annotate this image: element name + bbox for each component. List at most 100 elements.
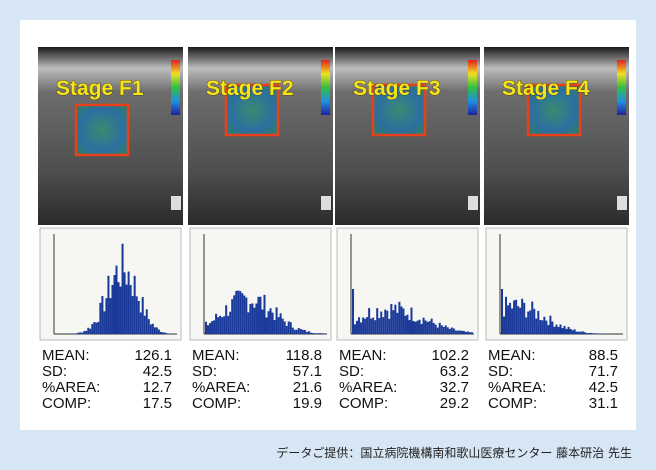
histogram-bar <box>442 326 445 334</box>
histogram-bar <box>209 323 212 334</box>
histogram-bar <box>543 316 546 334</box>
histogram-bar <box>432 322 435 334</box>
stat-label: MEAN: <box>192 347 240 364</box>
stage-label: Stage F2 <box>206 77 294 100</box>
stat-label: SD: <box>488 363 513 380</box>
histogram-bar <box>267 311 270 334</box>
histogram-bar <box>87 327 90 334</box>
histogram-bar <box>438 322 441 334</box>
stat-value: 71.7 <box>589 363 618 380</box>
histogram-bar <box>153 327 156 334</box>
histogram-bar <box>509 302 512 334</box>
histogram-bar <box>101 296 104 334</box>
histogram-bar <box>364 318 367 334</box>
histogram-bar <box>289 322 292 334</box>
histogram-bar <box>404 315 407 334</box>
histogram-bar <box>81 332 84 334</box>
histogram-bar <box>219 315 222 334</box>
histogram-bar <box>93 322 96 334</box>
histogram-bar <box>462 330 465 334</box>
stat-value: 29.2 <box>440 395 469 412</box>
histogram-bar <box>277 317 280 334</box>
histogram-bar <box>398 301 401 334</box>
stat-value: 12.7 <box>143 379 172 396</box>
histogram-bar <box>466 331 469 334</box>
histogram-bar <box>151 323 154 334</box>
histogram-bar <box>291 327 294 334</box>
histogram-bar <box>269 308 272 334</box>
histogram-bar <box>559 324 562 334</box>
stat-label: MEAN: <box>488 347 536 364</box>
histogram-bar <box>529 310 532 334</box>
histogram-bar <box>77 332 80 334</box>
histogram-bar <box>539 319 542 334</box>
histogram-bar <box>95 322 98 334</box>
histogram-bar <box>301 329 304 334</box>
histogram-bar <box>569 328 572 334</box>
histogram-bar <box>513 300 516 334</box>
histogram-bar <box>229 311 232 334</box>
histogram-bar <box>531 301 534 334</box>
histogram-bar <box>412 321 415 334</box>
histogram-bar <box>275 307 278 334</box>
stat-label: COMP: <box>339 395 388 412</box>
histogram-bar <box>83 331 86 334</box>
histogram-bar <box>119 286 122 334</box>
histogram-bar <box>400 306 403 334</box>
histogram-bar <box>571 330 574 334</box>
histogram-bar <box>420 324 423 334</box>
histogram-bar <box>163 332 166 334</box>
histogram-bar <box>321 333 324 334</box>
histogram-bar <box>567 326 570 334</box>
histogram-bar <box>253 307 256 334</box>
stat-label: COMP: <box>488 395 537 412</box>
histogram-bar <box>135 296 138 334</box>
histogram-bar <box>577 331 580 334</box>
histogram-bar <box>358 317 361 334</box>
histogram-bar <box>283 321 286 334</box>
histogram-bar <box>360 322 363 334</box>
histogram-bar <box>575 331 578 334</box>
histogram-bar <box>131 296 134 334</box>
histogram-bar <box>555 324 558 334</box>
histogram-bar <box>287 321 290 334</box>
histogram-bar <box>241 293 244 334</box>
histogram-bar <box>434 324 437 334</box>
histogram-bar <box>271 312 274 334</box>
histogram-bar <box>585 333 588 334</box>
histogram-bar <box>422 317 425 334</box>
stat-label: SD: <box>42 363 67 380</box>
histogram-bar <box>133 275 136 334</box>
stat-label: %AREA: <box>488 379 546 396</box>
histogram-bar <box>293 329 296 334</box>
histogram-bar <box>579 331 582 334</box>
histogram-bar <box>394 304 397 334</box>
icon <box>617 196 627 210</box>
histogram-bar <box>436 327 439 334</box>
histogram-bar <box>231 299 234 334</box>
histogram-bar <box>408 320 411 334</box>
histogram-bar <box>311 333 314 334</box>
histogram-bar <box>456 330 459 334</box>
histogram-bar <box>515 299 518 334</box>
histogram-bar <box>418 319 421 334</box>
histogram-bar <box>247 312 250 334</box>
histogram-bar <box>501 289 504 334</box>
histogram-bar <box>91 324 94 334</box>
histogram-bar <box>527 311 530 334</box>
histogram-bar <box>165 333 168 334</box>
histogram-bar <box>211 321 214 334</box>
histogram-bar <box>233 295 236 334</box>
histogram-bar <box>143 315 146 334</box>
histogram-bar <box>127 271 130 334</box>
histogram-bar <box>354 324 357 334</box>
histogram-bar <box>221 317 224 334</box>
stat-label: COMP: <box>42 395 91 412</box>
histogram-bar <box>388 318 391 334</box>
histogram-bar <box>115 265 118 334</box>
histogram-bar <box>410 307 413 334</box>
histogram-bar <box>317 333 320 334</box>
histogram-bar <box>245 297 248 334</box>
histogram-bar <box>549 315 552 334</box>
stat-value: 42.5 <box>589 379 618 396</box>
